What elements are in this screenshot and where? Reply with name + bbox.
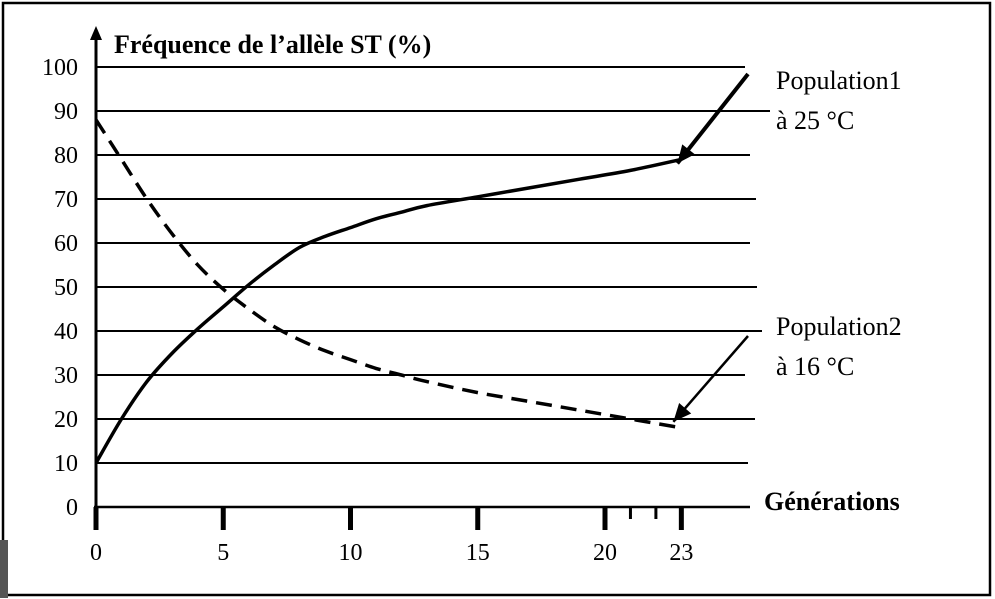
x-tick-label: 20 [593,540,617,566]
y-tick-label: 100 [42,55,78,81]
corner-mark [0,540,8,598]
y-tick-label: 60 [54,231,78,257]
x-axis-title: Générations [764,487,900,516]
y-tick-label: 80 [54,143,78,169]
series-1-label-line1: Population1 [776,66,902,95]
x-tick-label: 23 [669,540,693,566]
y-tick-label: 30 [54,363,78,389]
x-tick-label: 0 [90,540,102,566]
y-tick-label: 20 [54,407,78,433]
axes [90,26,750,530]
y-axis-title: Fréquence de l’allèle ST (%) [114,30,431,59]
series-2-label-line1: Population2 [776,312,902,341]
x-tick-label: 10 [339,540,363,566]
series-2-line [94,118,682,430]
y-tick-label: 50 [54,275,78,301]
y-axis-arrowhead [90,26,102,40]
series-1-line [94,157,682,464]
x-tick-label: 15 [466,540,490,566]
y-tick-label: 90 [54,99,78,125]
series-1-label-line2: à 25 °C [776,106,854,135]
y-tick-label: 10 [54,451,78,477]
series-2-arrow-head [673,402,692,422]
y-tick-label: 40 [54,319,78,345]
series-2-label-line2: à 16 °C [776,352,854,381]
labels: Fréquence de l’allèle ST (%) Générations… [42,30,902,566]
series-2-arrow-shaft [672,335,749,423]
series-1-arrow-shaft [675,72,750,165]
x-tick-label: 5 [217,540,229,566]
series-1-arrow-head [677,144,695,164]
data-series [94,72,750,464]
y-tick-label: 0 [66,495,78,521]
gridlines [96,66,770,464]
y-tick-label: 70 [54,187,78,213]
